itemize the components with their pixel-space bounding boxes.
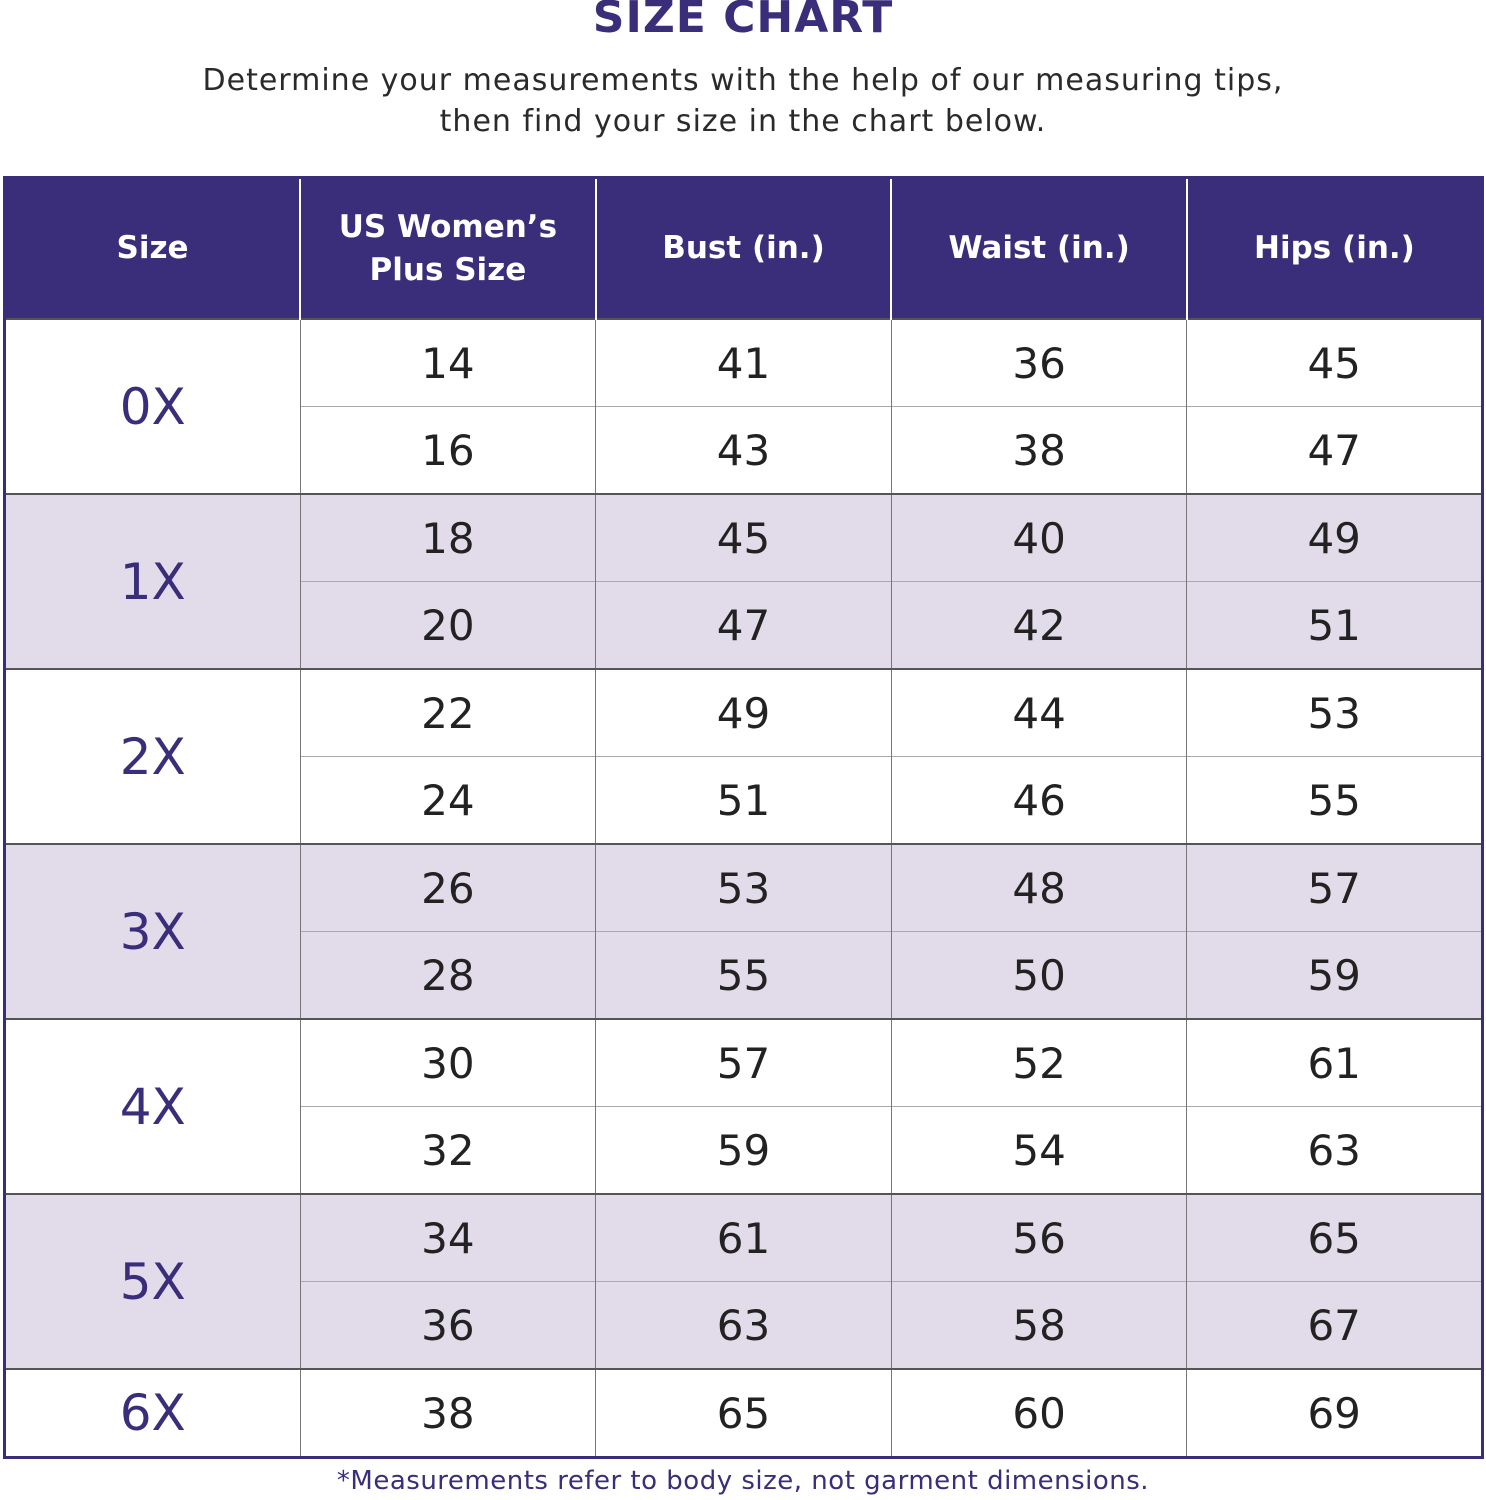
table-row: 28 55 50 59 [5, 931, 1483, 1019]
size-label: 5X [4, 1193, 301, 1369]
size-label: 1X [4, 493, 301, 669]
table-cell: 67 [1186, 1281, 1483, 1369]
table-cell: 61 [1186, 1018, 1483, 1107]
table-cell: 45 [1186, 318, 1483, 407]
table-cell: 26 [299, 843, 596, 932]
table-cell: 50 [890, 931, 1187, 1019]
subtitle-line: Determine your measurements with the hel… [202, 63, 1284, 98]
table-cell: 45 [595, 493, 892, 582]
table-cell: 55 [1186, 756, 1483, 844]
header-row: Size US Women’s Plus Size Bust (in.) Waist … [4, 177, 1483, 319]
table-cell: 47 [1186, 406, 1483, 494]
table-cell: 61 [595, 1193, 892, 1282]
size-label: 2X [4, 668, 301, 844]
table-cell: 48 [890, 843, 1187, 932]
table-cell: 41 [595, 318, 892, 407]
size-label: 0X [4, 318, 301, 494]
table-cell: 54 [890, 1106, 1187, 1194]
table-cell: 53 [1186, 668, 1483, 757]
table-cell: 51 [595, 756, 892, 844]
table-cell: 36 [299, 1281, 596, 1369]
table-cell: 53 [595, 843, 892, 932]
table-cell: 40 [890, 493, 1187, 582]
table-row: 2X 22 49 44 53 [4, 668, 1483, 844]
table-cell: 58 [890, 1281, 1187, 1369]
size-chart-table: Size US Women’s Plus Size Bust (in.) Waist … [3, 176, 1484, 1459]
subtitle-line: then find your size in the chart below. [439, 104, 1047, 139]
table-cell: 46 [890, 756, 1187, 844]
table-cell: 24 [299, 756, 596, 844]
size-label: 3X [4, 843, 301, 1019]
table-cell: 38 [299, 1368, 596, 1458]
page-title: SIZE CHART [592, 0, 894, 43]
table-cell: 65 [1186, 1193, 1483, 1282]
table-cell: 36 [890, 318, 1187, 407]
size-label: 4X [4, 1018, 301, 1194]
table-cell: 63 [595, 1281, 892, 1369]
table-cell: 57 [1186, 843, 1483, 932]
table-cell: 32 [299, 1106, 596, 1194]
table-cell: 56 [890, 1193, 1187, 1282]
table-row: 6X 38 65 60 69 [4, 1368, 1483, 1458]
column-header: Hips (in.) [1185, 177, 1483, 319]
table-cell: 22 [299, 668, 596, 757]
subtitle: Determine your measurements with the hel… [0, 60, 1486, 142]
table-cell: 14 [299, 318, 596, 407]
table-row: 5X 34 61 56 65 [4, 1193, 1483, 1369]
table-cell: 49 [1186, 493, 1483, 582]
table-row: 16 43 38 47 [5, 406, 1483, 494]
table-cell: 30 [299, 1018, 596, 1107]
table-cell: 69 [1186, 1368, 1483, 1458]
column-header: Size [4, 177, 301, 319]
table-cell: 60 [890, 1368, 1187, 1458]
table-cell: 65 [595, 1368, 892, 1458]
table-row: 20 47 42 51 [5, 581, 1483, 669]
table-cell: 63 [1186, 1106, 1483, 1194]
column-header: Bust (in.) [594, 177, 892, 319]
table-cell: 34 [299, 1193, 596, 1282]
table-cell: 59 [1186, 931, 1483, 1019]
table-cell: 59 [595, 1106, 892, 1194]
table-row: 1X 18 45 40 49 [4, 493, 1483, 669]
table-cell: 43 [595, 406, 892, 494]
table-cell: 42 [890, 581, 1187, 669]
table-cell: 55 [595, 931, 892, 1019]
table-cell: 52 [890, 1018, 1187, 1107]
table-cell: 49 [595, 668, 892, 757]
table-cell: 16 [299, 406, 596, 494]
table-cell: 44 [890, 668, 1187, 757]
table-row: 4X 30 57 52 61 [4, 1018, 1483, 1194]
column-header: US Women’s Plus Size [299, 177, 596, 319]
table-cell: 47 [595, 581, 892, 669]
size-label: 6X [4, 1368, 301, 1458]
table-cell: 20 [299, 581, 596, 669]
footnote: *Measurements refer to body size, not ga… [336, 1466, 1150, 1496]
table-cell: 28 [299, 931, 596, 1019]
table-cell: 38 [890, 406, 1187, 494]
table-cell: 57 [595, 1018, 892, 1107]
table-row: 32 59 54 63 [5, 1106, 1483, 1194]
table-cell: 18 [299, 493, 596, 582]
table-row: 24 51 46 55 [5, 756, 1483, 844]
table-row: 3X 26 53 48 57 [4, 843, 1483, 1019]
table-row: 36 63 58 67 [5, 1281, 1483, 1369]
table-row: 0X 14 41 36 45 [4, 318, 1483, 494]
column-header: Waist (in.) [890, 177, 1187, 319]
table-cell: 51 [1186, 581, 1483, 669]
